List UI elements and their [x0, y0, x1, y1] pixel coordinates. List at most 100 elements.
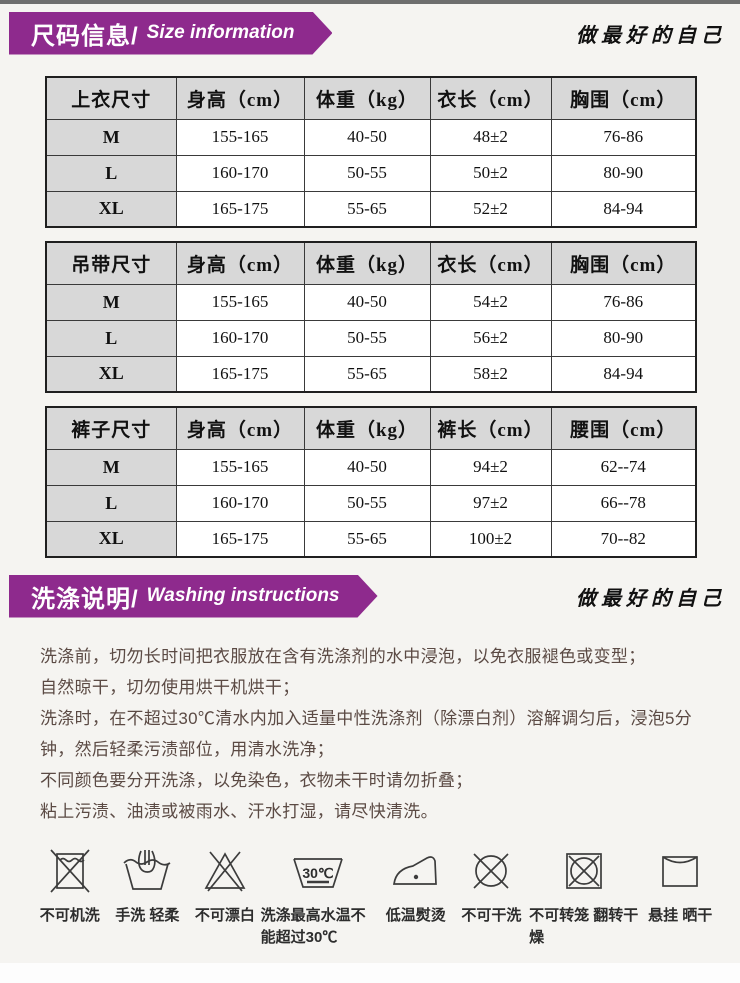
care-item-low-temp-iron: 低温熨烫 — [378, 843, 454, 927]
top-border-line — [0, 0, 740, 4]
table-header-row: 上衣尺寸 身高（cm） 体重（kg） 衣长（cm） 胸围（cm） — [45, 76, 697, 120]
value-cell: 165-175 — [175, 520, 305, 558]
care-label: 洗涤最高水温不能超过30℃ — [260, 907, 366, 946]
size-label-cell: XL — [45, 520, 177, 558]
value-cell: 52±2 — [429, 190, 552, 228]
size-label-cell: L — [45, 484, 177, 522]
care-item-no-tumble-dry: 不可转笼 翻转干燥 — [529, 843, 638, 949]
table-row: M 155-165 40-50 94±2 62--74 — [45, 448, 697, 486]
value-cell: 55-65 — [303, 520, 431, 558]
value-cell: 48±2 — [429, 118, 552, 156]
col-header: 衣长（cm） — [429, 241, 552, 285]
table-row: XL 165-175 55-65 58±2 84-94 — [45, 355, 697, 393]
col-header: 身高（cm） — [175, 406, 305, 450]
hand-wash-icon — [122, 843, 172, 899]
washing-banner-title-zh: 洗涤说明/ — [31, 585, 139, 613]
value-cell: 80-90 — [550, 319, 697, 357]
col-header: 身高（cm） — [175, 241, 305, 285]
care-item-no-bleach: 不可漂白 — [189, 843, 261, 927]
col-header: 裤长（cm） — [429, 406, 552, 450]
value-cell: 165-175 — [175, 190, 305, 228]
col-header: 体重（kg） — [303, 241, 431, 285]
care-item-hang-dry: 悬挂 晒干 — [638, 843, 722, 927]
washing-line: 洗涤时，在不超过30℃清水内加入适量中性洗涤剂（除漂白剂）溶解调匀后，浸泡5分钟… — [40, 709, 693, 759]
no-bleach-icon — [201, 843, 249, 899]
camisole-size-table: 吊带尺寸 身高（cm） 体重（kg） 衣长（cm） 胸围（cm） M 155-1… — [45, 241, 697, 393]
value-cell: 80-90 — [550, 154, 697, 192]
value-cell: 66--78 — [550, 484, 697, 522]
value-cell: 40-50 — [303, 118, 431, 156]
brand-slogan: 做最好的自己 — [576, 585, 726, 610]
value-cell: 84-94 — [550, 355, 697, 393]
value-cell: 84-94 — [550, 190, 697, 228]
care-label: 不可漂白 — [194, 907, 255, 924]
value-cell: 76-86 — [550, 283, 697, 321]
value-cell: 155-165 — [175, 118, 305, 156]
washing-instructions-text: 洗涤前，切勿长时间把衣服放在含有洗涤剂的水中浸泡，以免衣服褪色或变型； 自然晾干… — [40, 641, 714, 827]
value-cell: 100±2 — [429, 520, 552, 558]
no-dry-clean-icon — [467, 843, 515, 899]
size-label-cell: M — [45, 118, 177, 156]
bottom-separator — [0, 963, 740, 983]
size-label-cell: XL — [45, 355, 177, 393]
size-label-cell: M — [45, 283, 177, 321]
col-header: 体重（kg） — [303, 76, 431, 120]
col-header: 体重（kg） — [303, 406, 431, 450]
value-cell: 70--82 — [550, 520, 697, 558]
washing-line: 不同颜色要分开洗涤，以免染色，衣物未干时请勿折叠； — [40, 771, 473, 790]
col-header: 胸围（cm） — [550, 241, 697, 285]
care-label: 不可转笼 翻转干燥 — [529, 907, 639, 946]
size-label-cell: L — [45, 154, 177, 192]
value-cell: 58±2 — [429, 355, 552, 393]
col-header: 腰围（cm） — [550, 406, 697, 450]
care-item-max-wash-temp: 30℃ 洗涤最高水温不能超过30℃ — [261, 843, 378, 949]
washing-banner-title-en: Washing instructions — [146, 585, 340, 606]
size-tables-section: 上衣尺寸 身高（cm） 体重（kg） 衣长（cm） 胸围（cm） M 155-1… — [0, 76, 740, 558]
care-label: 不可干洗 — [461, 907, 522, 924]
care-item-no-machine-wash: 不可机洗 — [34, 843, 106, 927]
washing-line: 粘上污渍、油渍或被雨水、汗水打湿，请尽快清洗。 — [40, 802, 438, 821]
size-section-header: 尺码信息/ Size information 做最好的自己 — [0, 11, 740, 55]
washing-instructions-banner: 洗涤说明/ Washing instructions — [9, 575, 378, 618]
table-header-row: 吊带尺寸 身高（cm） 体重（kg） 衣长（cm） 胸围（cm） — [45, 241, 697, 285]
col-header: 衣长（cm） — [429, 76, 552, 120]
value-cell: 50±2 — [429, 154, 552, 192]
size-label-cell: XL — [45, 190, 177, 228]
care-label: 低温熨烫 — [385, 907, 446, 924]
value-cell: 160-170 — [175, 319, 305, 357]
size-banner-title-zh: 尺码信息/ — [31, 22, 139, 50]
col-header: 胸围（cm） — [550, 76, 697, 120]
value-cell: 165-175 — [175, 355, 305, 393]
value-cell: 97±2 — [429, 484, 552, 522]
col-header: 吊带尺寸 — [45, 241, 177, 285]
care-symbols-row: 不可机洗 手洗 轻柔 不可漂白 — [0, 843, 740, 949]
table-row: L 160-170 50-55 56±2 80-90 — [45, 319, 697, 357]
value-cell: 40-50 — [303, 448, 431, 486]
wash-temp-value: 30℃ — [303, 865, 335, 881]
no-machine-wash-icon — [46, 843, 94, 899]
wash-temp-30c-icon: 30℃ — [290, 843, 348, 899]
col-header: 上衣尺寸 — [45, 76, 177, 120]
value-cell: 50-55 — [303, 484, 431, 522]
table-row: XL 165-175 55-65 52±2 84-94 — [45, 190, 697, 228]
value-cell: 55-65 — [303, 190, 431, 228]
size-label-cell: M — [45, 448, 177, 486]
care-label: 手洗 轻柔 — [115, 907, 180, 924]
value-cell: 55-65 — [303, 355, 431, 393]
table-row: L 160-170 50-55 50±2 80-90 — [45, 154, 697, 192]
top-size-table: 上衣尺寸 身高（cm） 体重（kg） 衣长（cm） 胸围（cm） M 155-1… — [45, 76, 697, 228]
value-cell: 94±2 — [429, 448, 552, 486]
hang-dry-icon — [656, 843, 704, 899]
value-cell: 54±2 — [429, 283, 552, 321]
value-cell: 62--74 — [550, 448, 697, 486]
size-info-banner: 尺码信息/ Size information — [9, 12, 332, 55]
table-row: L 160-170 50-55 97±2 66--78 — [45, 484, 697, 522]
washing-line: 自然晾干，切勿使用烘干机烘干； — [40, 678, 300, 697]
value-cell: 56±2 — [429, 319, 552, 357]
pants-size-table: 裤子尺寸 身高（cm） 体重（kg） 裤长（cm） 腰围（cm） M 155-1… — [45, 406, 697, 558]
value-cell: 160-170 — [175, 154, 305, 192]
brand-slogan: 做最好的自己 — [576, 22, 726, 47]
care-label: 悬挂 晒干 — [648, 907, 713, 924]
value-cell: 155-165 — [175, 448, 305, 486]
value-cell: 50-55 — [303, 154, 431, 192]
